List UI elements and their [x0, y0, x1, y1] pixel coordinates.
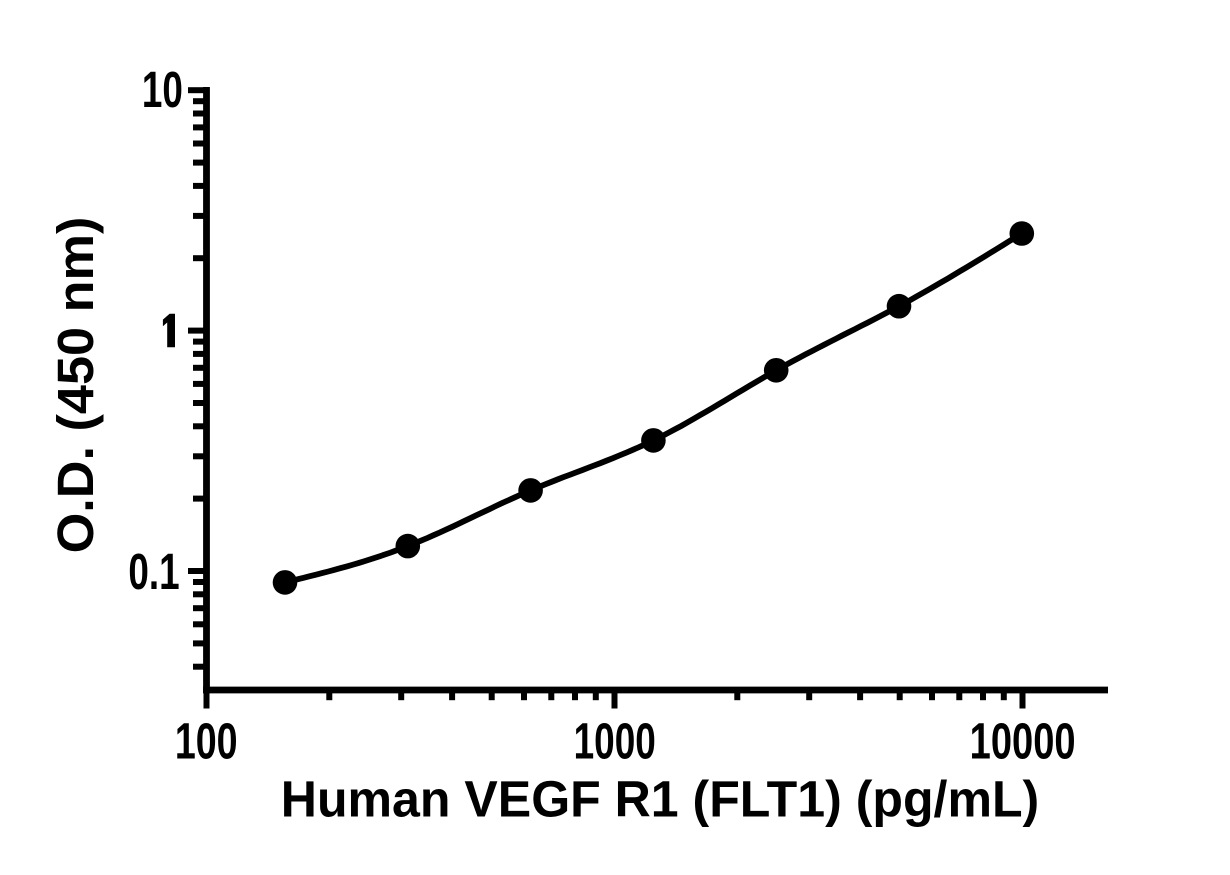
svg-text:10: 10 — [142, 62, 183, 118]
svg-text:O.D. (450 nm): O.D. (450 nm) — [47, 217, 104, 554]
svg-text:0.1: 0.1 — [128, 544, 179, 600]
svg-text:Human VEGF R1 (FLT1) (pg/mL): Human VEGF R1 (FLT1) (pg/mL) — [281, 770, 1039, 828]
svg-text:1000: 1000 — [574, 714, 656, 770]
svg-text:10000: 10000 — [970, 712, 1076, 770]
svg-text:100: 100 — [175, 713, 238, 770]
